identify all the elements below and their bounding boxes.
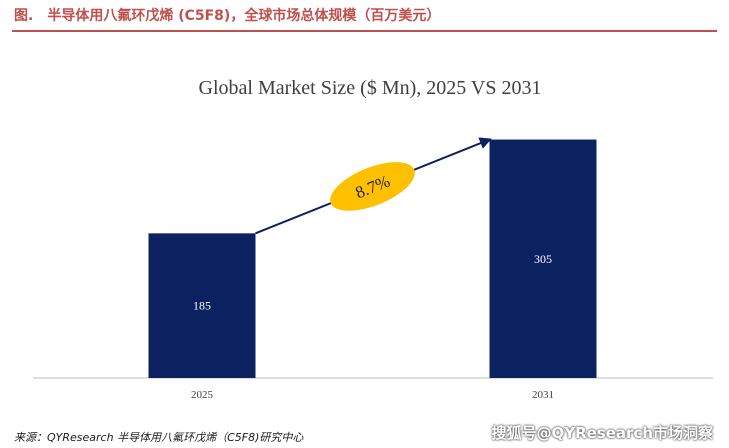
cagr-ellipse: [330, 162, 415, 211]
chart-title: Global Market Size ($ Mn), 2025 VS 2031: [199, 77, 542, 99]
x-tick-label: 2031: [532, 389, 554, 401]
figure-number: 图.: [14, 8, 34, 24]
figure-caption: 图. 半导体用八氟环戊烯 (C5F8)，全球市场总体规模（百万美元）: [14, 5, 440, 25]
figure-caption-text: 半导体用八氟环戊烯 (C5F8)，全球市场总体规模（百万美元）: [47, 8, 441, 24]
bar-value-label: 185: [193, 299, 211, 313]
bar-2031: [489, 139, 597, 378]
bar-2025: [148, 233, 256, 378]
watermark: 搜狐号@QYResearch市场洞察: [491, 424, 713, 442]
header-divider: [12, 30, 717, 32]
source-note: 来源：QYResearch 半导体用八氟环戊烯（C5F8)研究中心: [14, 431, 304, 444]
x-tick-label: 2025: [191, 389, 214, 401]
bar-value-label: 305: [534, 252, 552, 266]
